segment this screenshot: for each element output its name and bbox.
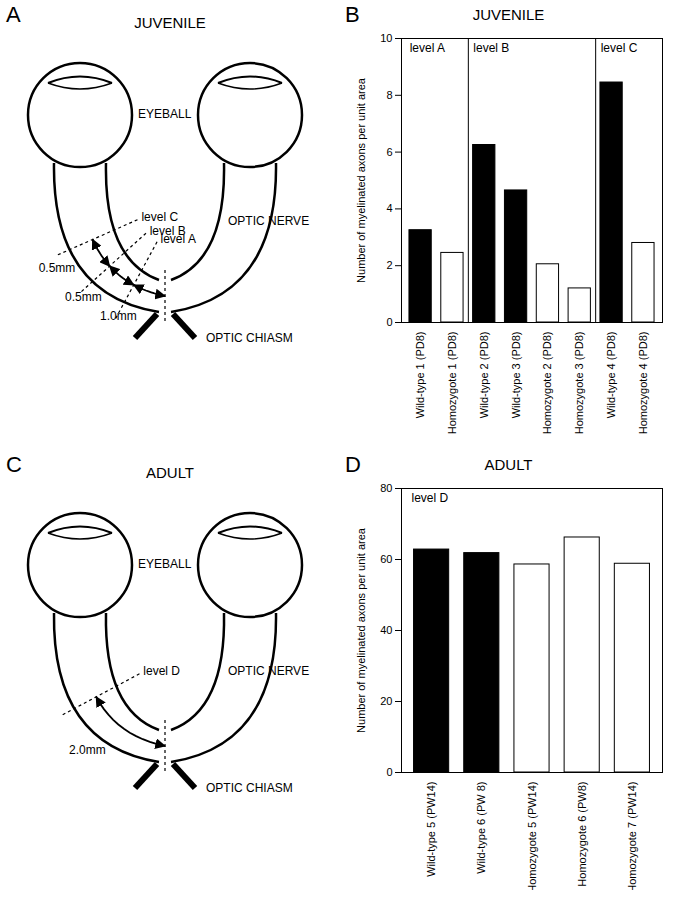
svg-text:60: 60 <box>380 553 392 565</box>
html-text:JUVENILE: JUVENILE <box>472 6 545 23</box>
svg-text:level C: level C <box>601 41 638 55</box>
svg-text:level B: level B <box>150 224 186 238</box>
html-text:D: D <box>345 452 361 477</box>
svg-text:OPTIC CHIASM: OPTIC CHIASM <box>206 331 293 345</box>
svg-text:EYEBALL: EYEBALL <box>138 107 192 121</box>
svg-text:Homozygote 5 (PW14): Homozygote 5 (PW14) <box>526 782 538 891</box>
html-text:A: A <box>6 2 21 27</box>
svg-text:1.0mm: 1.0mm <box>100 309 137 323</box>
svg-text:Number of myelinated axons per: Number of myelinated axons per unit area <box>355 77 367 283</box>
svg-text:Wild-type 5 (PW14): Wild-type 5 (PW14) <box>425 782 437 877</box>
svg-text:level A: level A <box>160 231 196 246</box>
svg-text:Wild-type 1 (PD8): Wild-type 1 (PD8) <box>414 332 426 419</box>
svg-text:0: 0 <box>386 316 392 328</box>
svg-text:level C: level C <box>141 210 178 224</box>
svg-text:Homozygote 7 (PW14): Homozygote 7 (PW14) <box>626 782 638 891</box>
svg-text:OPTIC NERVE: OPTIC NERVE <box>228 214 309 228</box>
svg-text:Number of myelinated axons per: Number of myelinated axons per unit area <box>355 527 367 733</box>
svg-text:level A: level A <box>410 41 445 55</box>
html-text:ADULT: ADULT <box>484 456 533 473</box>
svg-text:Wild-type 6 (PW 8): Wild-type 6 (PW 8) <box>475 782 487 874</box>
svg-text:Homozygote 2 (PD8): Homozygote 2 (PD8) <box>541 332 553 435</box>
svg-text:level D: level D <box>143 664 180 678</box>
svg-text:40: 40 <box>380 624 392 636</box>
svg-text:level B: level B <box>473 41 509 55</box>
svg-text:EYEBALL: EYEBALL <box>138 557 192 571</box>
svg-text:JUVENILE: JUVENILE <box>134 14 206 31</box>
svg-text:Homozygote 4 (PD8): Homozygote 4 (PD8) <box>637 332 649 435</box>
svg-text:8: 8 <box>386 89 392 101</box>
html-text:B: B <box>345 2 360 27</box>
svg-text:2.0mm: 2.0mm <box>69 743 106 757</box>
svg-text:0.5mm: 0.5mm <box>65 290 102 304</box>
svg-text:Homozygote 3 (PD8): Homozygote 3 (PD8) <box>573 332 585 435</box>
svg-text:Wild-type 3 (PD8): Wild-type 3 (PD8) <box>510 332 522 419</box>
svg-text:OPTIC CHIASM: OPTIC CHIASM <box>206 781 293 795</box>
svg-text:ADULT: ADULT <box>146 464 194 481</box>
svg-text:level D: level D <box>412 491 449 505</box>
svg-text:6: 6 <box>386 146 392 158</box>
svg-text:0: 0 <box>386 766 392 778</box>
svg-text:OPTIC NERVE: OPTIC NERVE <box>228 664 309 678</box>
svg-text:Wild-type 2 (PD8): Wild-type 2 (PD8) <box>478 332 490 419</box>
svg-text:80: 80 <box>380 482 392 494</box>
svg-text:Homozygote 6 (PW8): Homozygote 6 (PW8) <box>576 782 588 887</box>
svg-text:4: 4 <box>386 202 392 214</box>
html-text:C: C <box>6 452 22 477</box>
svg-text:2: 2 <box>386 259 392 271</box>
svg-text:Homozygote 1 (PD8): Homozygote 1 (PD8) <box>446 332 458 435</box>
svg-text:0.5mm: 0.5mm <box>39 261 76 275</box>
svg-text:10: 10 <box>380 32 392 44</box>
svg-text:Wild-type 4 (PD8): Wild-type 4 (PD8) <box>605 332 617 419</box>
svg-text:20: 20 <box>380 695 392 707</box>
